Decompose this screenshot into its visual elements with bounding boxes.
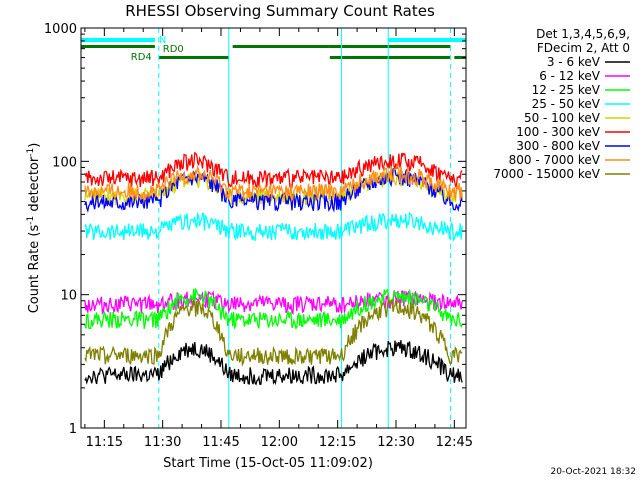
x-tick-label: 12:15 bbox=[319, 435, 356, 450]
x-tick-label: 11:45 bbox=[202, 435, 239, 450]
n-bar bbox=[388, 38, 466, 42]
plot-frame bbox=[80, 27, 467, 429]
chart-title: RHESSI Observing Summary Count Rates bbox=[125, 2, 435, 20]
series-line bbox=[84, 340, 463, 386]
ann-rd0-label: RD0 bbox=[163, 44, 184, 55]
y-axis-label: Count Rate (s-1 detector-1) bbox=[26, 143, 42, 314]
legend-label: 300 - 800 keV bbox=[516, 139, 600, 153]
ann-n-bars bbox=[81, 38, 466, 42]
timestamp: 20-Oct-2021 18:32 bbox=[551, 467, 636, 477]
rd0-bar bbox=[329, 45, 451, 48]
rd4-bar bbox=[454, 56, 466, 59]
rd0-bar bbox=[232, 45, 330, 48]
legend-label: 6 - 12 keV bbox=[539, 69, 601, 83]
ann-rd4-label: RD4 bbox=[131, 52, 152, 63]
legend-label: 25 - 50 keV bbox=[532, 97, 601, 111]
x-axis-label: Start Time (15-Oct-05 11:09:02) bbox=[163, 456, 373, 471]
ann-rd-bars bbox=[81, 45, 466, 59]
x-axis: 11:15 11:30 11:45 12:00 12:15 12:30 12:45 bbox=[84, 28, 473, 450]
legend-label: 50 - 100 keV bbox=[524, 111, 601, 125]
legend-label: 12 - 25 keV bbox=[532, 83, 601, 97]
y-tick-label: 10 bbox=[60, 289, 77, 304]
series-line bbox=[84, 211, 463, 242]
rd4-bar bbox=[158, 56, 229, 59]
x-tick-label: 11:15 bbox=[86, 435, 123, 450]
series-line bbox=[84, 163, 463, 203]
rd0-bar bbox=[81, 45, 155, 48]
y-tick-label: 1 bbox=[69, 422, 77, 437]
rd4-bar bbox=[329, 56, 451, 59]
y-axis: 1 10 100 1000 bbox=[44, 22, 466, 437]
legend-label: 7000 - 15000 keV bbox=[493, 167, 600, 181]
y-tick-label: 1000 bbox=[44, 22, 77, 37]
n-bar bbox=[81, 38, 155, 42]
legend-header-1: Det 1,3,4,5,6,9, bbox=[536, 27, 630, 41]
y-tick-label: 100 bbox=[52, 155, 77, 170]
legend: Det 1,3,4,5,6,9, FDecim 2, Att 0 3 - 6 k… bbox=[493, 27, 630, 181]
series-line bbox=[84, 151, 463, 190]
series-line bbox=[84, 287, 463, 330]
legend-label: 100 - 300 keV bbox=[516, 125, 600, 139]
legend-label: 800 - 7000 keV bbox=[509, 153, 601, 167]
legend-header-2: FDecim 2, Att 0 bbox=[537, 41, 630, 55]
x-tick-label: 12:30 bbox=[377, 435, 414, 450]
series-line bbox=[84, 167, 463, 213]
x-tick-label: 12:45 bbox=[436, 435, 473, 450]
legend-label: 3 - 6 keV bbox=[547, 55, 601, 69]
x-tick-label: 11:30 bbox=[144, 435, 181, 450]
x-tick-label: 12:00 bbox=[261, 435, 298, 450]
ann-n-label: N bbox=[159, 35, 166, 46]
series-line bbox=[84, 298, 463, 367]
